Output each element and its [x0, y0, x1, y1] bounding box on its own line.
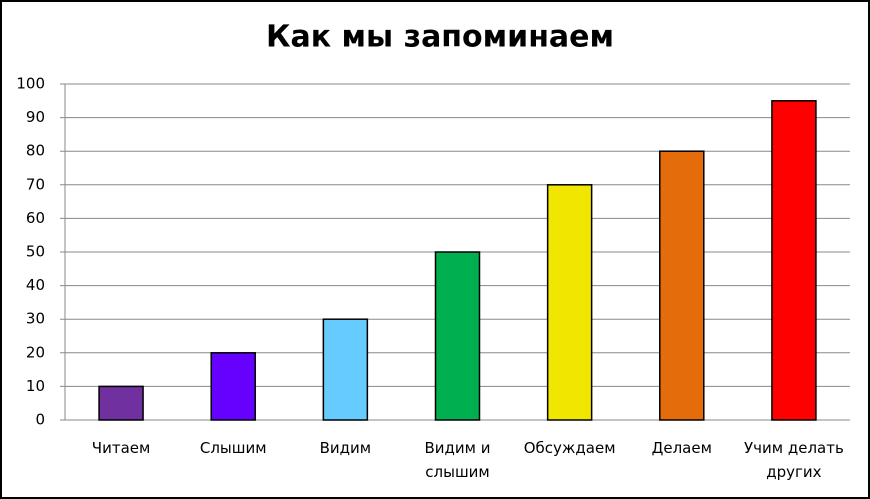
y-tick-label: 60: [26, 209, 45, 227]
x-tick-label: Слышим: [199, 439, 267, 457]
y-tick-label: 30: [26, 310, 45, 328]
bar: [98, 385, 144, 421]
y-tick-label: 10: [26, 377, 45, 395]
y-tick-label: 0: [35, 411, 45, 429]
x-tick-label: Видим: [319, 439, 372, 457]
y-tick-label: 100: [16, 75, 45, 93]
y-tick-label: 80: [26, 142, 45, 160]
x-tick-label: Делаем: [651, 439, 712, 457]
bar: [210, 352, 256, 421]
y-tick-label: 40: [26, 276, 45, 294]
bar: [322, 318, 369, 421]
x-tick-label: Видим и слышим: [424, 439, 491, 481]
y-tick-label: 20: [26, 343, 45, 361]
x-tick-label: Обсуждаем: [523, 439, 616, 457]
bar: [659, 150, 705, 421]
y-tick-label: 70: [26, 175, 45, 193]
bar: [546, 184, 593, 421]
y-tick-label: 50: [26, 243, 45, 261]
y-tick-label: 90: [26, 108, 45, 126]
bar: [434, 251, 481, 421]
chart-title: Как мы запоминаем: [266, 20, 614, 55]
x-tick-label: Учим делать других: [744, 439, 844, 481]
x-tick-label: Читаем: [91, 439, 151, 457]
bar: [771, 100, 817, 421]
